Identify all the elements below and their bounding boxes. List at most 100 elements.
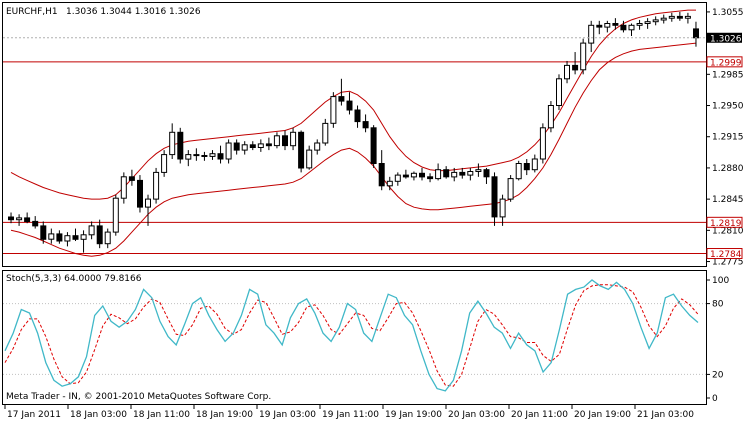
candle[interactable] [193, 148, 200, 161]
bull-candle-body [306, 149, 313, 169]
candle[interactable] [531, 154, 538, 173]
candle[interactable] [507, 175, 514, 202]
candle[interactable] [386, 176, 393, 191]
candle[interactable] [56, 230, 63, 244]
candle[interactable] [443, 166, 450, 179]
candle[interactable] [660, 14, 667, 24]
candle[interactable] [451, 167, 458, 182]
candle[interactable] [620, 20, 627, 33]
candle[interactable] [72, 228, 79, 242]
candle[interactable] [596, 20, 603, 35]
candle[interactable] [257, 139, 264, 152]
candle[interactable] [354, 105, 361, 128]
candle[interactable] [314, 139, 321, 155]
price-plot[interactable] [3, 9, 706, 257]
candle[interactable] [177, 127, 184, 164]
candle[interactable] [628, 23, 635, 36]
candle[interactable] [48, 228, 55, 244]
bull-candle-body [16, 217, 23, 221]
candle[interactable] [636, 19, 643, 30]
candle[interactable] [346, 92, 353, 115]
candle[interactable] [8, 212, 14, 224]
bull-candle-body [386, 180, 393, 187]
candle[interactable] [483, 167, 490, 184]
candle[interactable] [24, 212, 31, 224]
candle[interactable] [88, 221, 95, 240]
candle[interactable] [515, 160, 522, 181]
candle[interactable] [80, 230, 87, 253]
bull-candle-body [556, 78, 562, 107]
candle[interactable] [249, 141, 256, 151]
candle[interactable] [676, 11, 683, 21]
candle[interactable] [459, 167, 466, 179]
candle[interactable] [112, 194, 119, 236]
candle[interactable] [668, 12, 675, 22]
candle[interactable] [370, 125, 377, 168]
candle[interactable] [209, 150, 216, 160]
candle[interactable] [556, 74, 562, 110]
candle[interactable] [410, 171, 417, 181]
candle[interactable] [96, 219, 103, 249]
candle[interactable] [684, 12, 691, 24]
candle[interactable] [547, 101, 554, 133]
candle[interactable] [40, 221, 47, 244]
candle[interactable] [32, 216, 39, 229]
candle[interactable] [298, 130, 305, 173]
candle[interactable] [362, 114, 369, 133]
candle[interactable] [330, 92, 337, 128]
candle[interactable] [644, 18, 651, 29]
candle[interactable] [539, 123, 546, 164]
candle[interactable] [16, 214, 23, 226]
candle[interactable] [241, 141, 248, 155]
candle[interactable] [475, 163, 482, 177]
candle[interactable] [523, 159, 530, 176]
candle[interactable] [169, 123, 176, 160]
candle[interactable] [652, 16, 659, 26]
hline-tag-box [706, 56, 743, 68]
candle[interactable] [572, 52, 579, 75]
candle[interactable] [145, 194, 151, 226]
candle[interactable] [64, 232, 71, 247]
candle[interactable] [153, 167, 160, 204]
candle[interactable] [394, 172, 401, 186]
candle[interactable] [225, 139, 232, 164]
bear-candle-body [128, 176, 135, 181]
candle[interactable] [185, 150, 192, 167]
candle[interactable] [201, 151, 208, 161]
stoch-plot[interactable] [3, 279, 706, 392]
candle[interactable] [290, 127, 297, 151]
bull-candle-body [104, 231, 111, 245]
candle[interactable] [120, 172, 127, 204]
candle[interactable] [419, 167, 425, 181]
candle[interactable] [604, 20, 611, 33]
candle[interactable] [564, 60, 570, 84]
candle[interactable] [467, 167, 474, 181]
current-price-tag: 1.3026 [707, 32, 742, 44]
candle[interactable] [491, 172, 498, 226]
candle[interactable] [265, 137, 272, 151]
candle[interactable] [273, 132, 280, 149]
candle[interactable] [338, 78, 345, 106]
time-tick-label: 18 Jan 03:00 [70, 410, 127, 420]
candle[interactable] [378, 150, 385, 191]
candle[interactable] [612, 18, 619, 30]
candle[interactable] [322, 118, 329, 146]
candle[interactable] [104, 228, 111, 249]
bear-candle-body [137, 179, 143, 208]
candle[interactable] [427, 173, 434, 183]
candle[interactable] [580, 38, 587, 75]
candle[interactable] [306, 145, 313, 170]
candle[interactable] [161, 150, 168, 177]
candle[interactable] [217, 145, 224, 164]
candle[interactable] [137, 175, 143, 213]
bear-candle-body [354, 109, 361, 123]
candle[interactable] [128, 169, 135, 186]
candle[interactable] [402, 169, 409, 179]
bear-candle-body [56, 233, 63, 242]
candle[interactable] [282, 130, 288, 151]
candle[interactable] [588, 20, 595, 53]
candle[interactable] [233, 139, 240, 155]
candle[interactable] [435, 163, 442, 181]
candle[interactable] [499, 194, 506, 226]
